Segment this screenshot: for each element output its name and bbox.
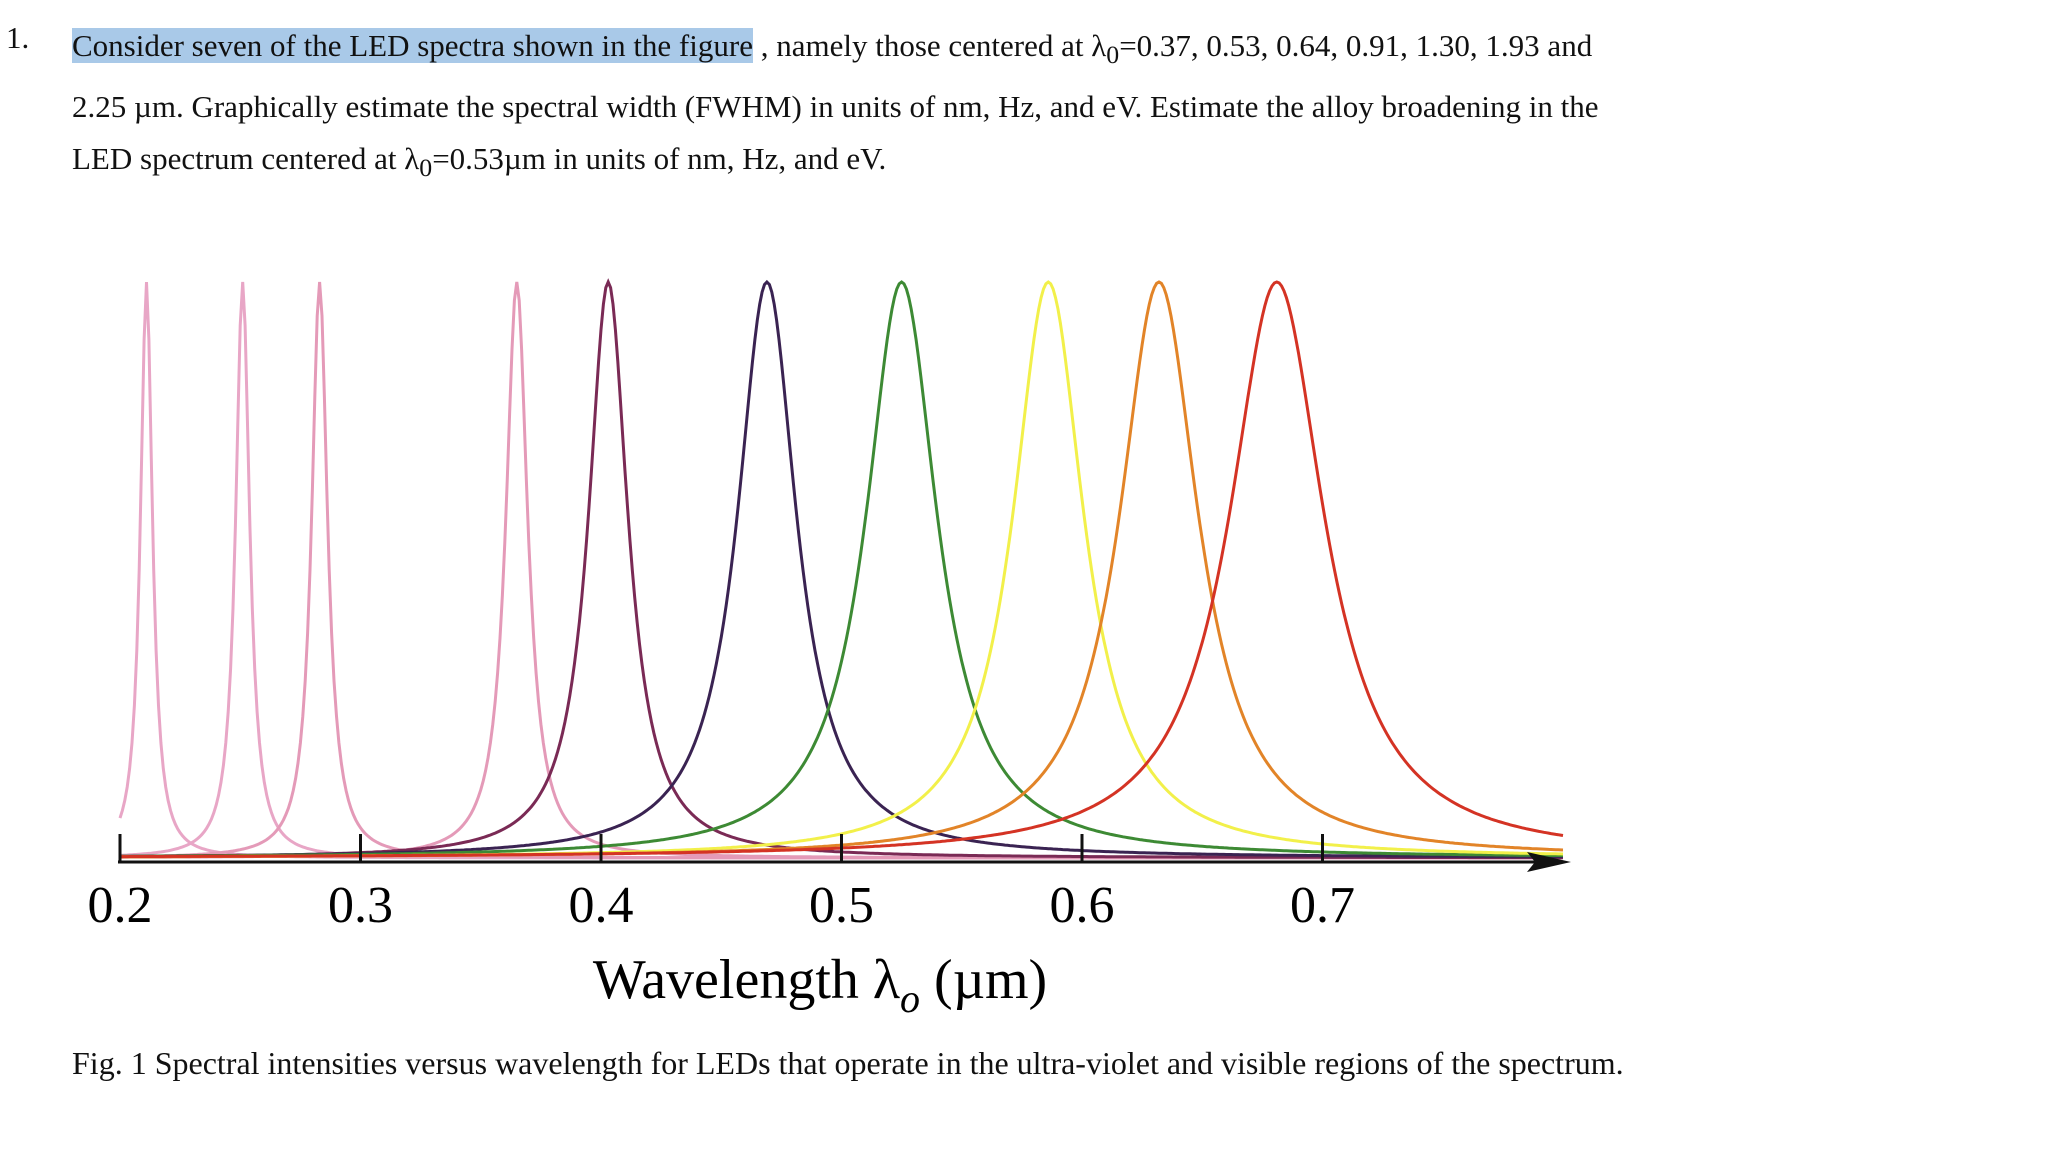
spectrum-curve xyxy=(119,281,1563,860)
label-sub: o xyxy=(900,976,920,1021)
question-number: 1. xyxy=(6,20,30,55)
spectrum-curve xyxy=(120,278,1563,860)
subscript: 0 xyxy=(1106,40,1120,70)
spectrum-curve xyxy=(119,280,1564,859)
spectrum-curve xyxy=(120,280,1564,859)
text: =0.37, 0.53, 0.64, 0.91, 1.30, 1.93 and … xyxy=(72,28,1599,177)
spectrum-curve xyxy=(120,280,1563,858)
spectrum-curve xyxy=(120,281,1563,860)
x-tick-label: 0.5 xyxy=(809,877,874,934)
spectrum-curve xyxy=(118,281,1563,860)
x-tick-label: 0.4 xyxy=(569,877,634,934)
spectrum-curve xyxy=(120,280,1564,859)
axis-arrow xyxy=(1527,852,1571,872)
x-axis-label: Wavelength λo (µm) xyxy=(593,949,1047,1021)
caption: Fig. 1 Spectral intensities versus wavel… xyxy=(72,1045,1624,1081)
figure: Wavelength λo (µm) 0.2 0.3 0.4 0.5 0.6 0.7 xyxy=(88,278,1571,1021)
spectrum-curve xyxy=(119,281,1563,860)
question-text: Consider seven of the LED spectra shown … xyxy=(72,20,1632,194)
label: Wavelength λ xyxy=(593,949,900,1011)
x-tick-label: 0.6 xyxy=(1050,877,1115,934)
subscript: 0 xyxy=(419,153,433,183)
text: =0.53µm in units of nm, Hz, and eV. xyxy=(432,141,887,177)
x-tick-label: 0.2 xyxy=(88,877,153,934)
label-unit: (µm) xyxy=(920,949,1047,1011)
x-tick-label: 0.3 xyxy=(328,877,393,934)
text: , namely those centered at λ xyxy=(752,28,1107,63)
spectrum-curve xyxy=(120,279,1563,859)
highlight: Consider seven of the LED spectra shown … xyxy=(72,28,753,63)
x-tick-label: 0.7 xyxy=(1290,877,1355,934)
